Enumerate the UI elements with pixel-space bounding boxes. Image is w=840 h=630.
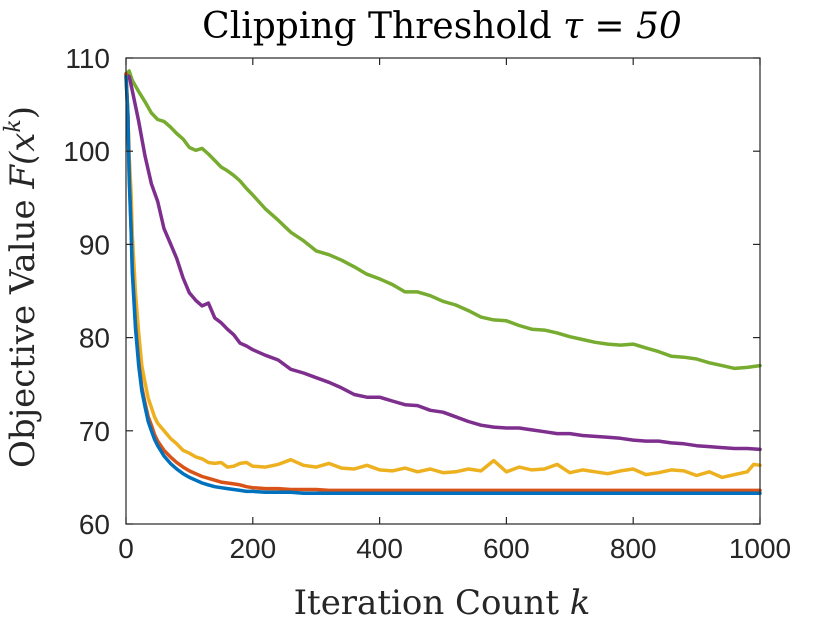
x-tick-label: 600 <box>483 533 530 564</box>
series-layer <box>124 69 762 495</box>
chart-title: Clipping Threshold τ = 50 <box>202 6 682 47</box>
x-tick-label: 0 <box>118 533 134 564</box>
plot-area-frame <box>125 57 761 525</box>
y-tick-label: 110 <box>65 43 110 74</box>
y-tick-label: 100 <box>63 136 110 167</box>
series-line-blue <box>124 74 762 495</box>
x-tick-label: 400 <box>356 533 403 564</box>
y-tick-label: 60 <box>79 509 110 540</box>
series-line-yellow <box>124 74 762 480</box>
series-line-green <box>124 69 762 371</box>
axis-ticks: 0 200 400 600 800 1000 60 70 80 90 100 110 <box>63 43 791 564</box>
y-tick-label: 90 <box>79 229 110 260</box>
series-line-purple <box>124 73 762 452</box>
x-tick-label: 1000 <box>729 533 791 564</box>
y-tick-label: 80 <box>79 323 110 354</box>
x-tick-label: 200 <box>229 533 276 564</box>
x-tick-label: 800 <box>610 533 657 564</box>
x-axis-label: Iteration Count k <box>294 583 591 623</box>
y-axis-label: Objective Value F(xk) <box>1 106 43 468</box>
y-tick-label: 70 <box>79 416 110 447</box>
